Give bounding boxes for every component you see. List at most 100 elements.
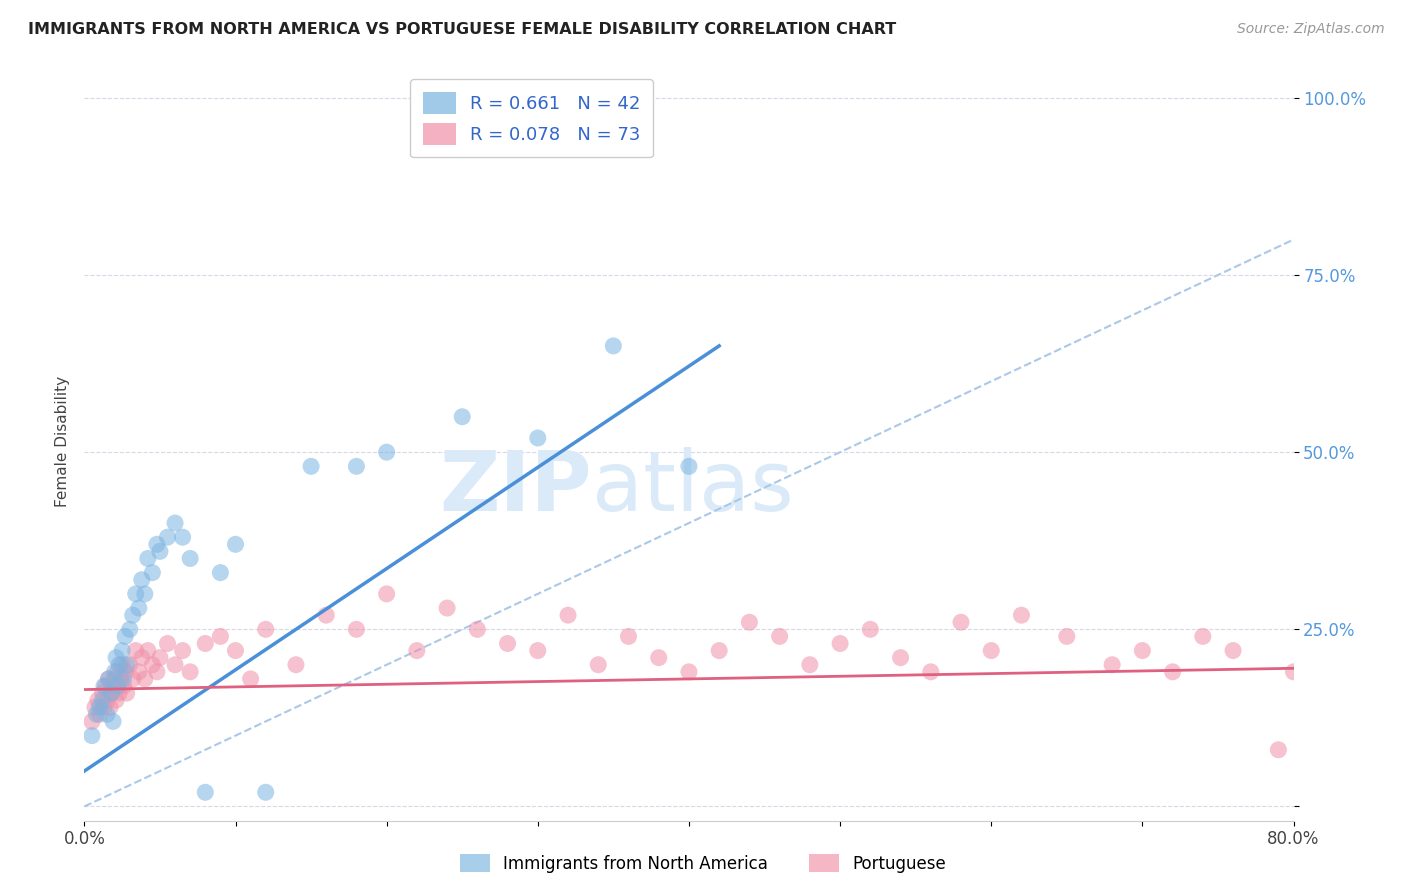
Point <box>86 707 108 722</box>
Point <box>1192 629 1215 643</box>
Point <box>285 657 308 672</box>
Point <box>118 623 141 637</box>
Point <box>1282 665 1305 679</box>
Point <box>149 544 172 558</box>
Point <box>346 459 368 474</box>
Point <box>104 672 127 686</box>
Point <box>172 643 194 657</box>
Point <box>172 530 194 544</box>
Point <box>112 679 135 693</box>
Point <box>179 665 201 679</box>
Point <box>165 516 187 530</box>
Point <box>950 615 973 630</box>
Point <box>225 537 247 551</box>
Point <box>920 665 942 679</box>
Point <box>98 700 121 714</box>
Point <box>769 629 792 643</box>
Point <box>527 643 550 657</box>
Point <box>648 650 671 665</box>
Point <box>111 643 134 657</box>
Point <box>375 445 398 459</box>
Legend: R = 0.661   N = 42, R = 0.078   N = 73: R = 0.661 N = 42, R = 0.078 N = 73 <box>411 79 652 157</box>
Text: Source: ZipAtlas.com: Source: ZipAtlas.com <box>1237 22 1385 37</box>
Point <box>89 707 111 722</box>
Point <box>108 686 131 700</box>
Point <box>80 714 103 729</box>
Point <box>104 665 127 679</box>
Y-axis label: Female Disability: Female Disability <box>55 376 70 508</box>
Point <box>451 409 474 424</box>
Point <box>136 551 159 566</box>
Text: IMMIGRANTS FROM NORTH AMERICA VS PORTUGUESE FEMALE DISABILITY CORRELATION CHART: IMMIGRANTS FROM NORTH AMERICA VS PORTUGU… <box>28 22 897 37</box>
Point <box>114 665 136 679</box>
Point <box>375 587 398 601</box>
Point <box>101 679 124 693</box>
Point <box>146 537 169 551</box>
Point <box>93 700 115 714</box>
Point <box>121 672 143 686</box>
Point <box>141 657 163 672</box>
Point <box>134 672 156 686</box>
Point <box>87 693 110 707</box>
Point <box>225 643 247 657</box>
Point <box>678 459 700 474</box>
Point <box>100 686 122 700</box>
Point <box>97 672 120 686</box>
Point <box>128 601 150 615</box>
Point <box>112 672 135 686</box>
Point <box>115 686 138 700</box>
Point <box>179 551 201 566</box>
Point <box>141 566 163 580</box>
Point <box>209 566 232 580</box>
Point <box>108 657 131 672</box>
Point <box>94 679 117 693</box>
Point <box>93 679 115 693</box>
Point <box>105 650 128 665</box>
Point <box>588 657 610 672</box>
Point <box>111 657 134 672</box>
Point <box>1267 743 1289 757</box>
Point <box>436 601 458 615</box>
Point <box>254 785 277 799</box>
Point <box>315 608 337 623</box>
Point <box>84 700 107 714</box>
Point <box>121 608 143 623</box>
Point <box>125 643 148 657</box>
Point <box>131 650 153 665</box>
Point <box>136 643 159 657</box>
Point <box>239 672 262 686</box>
Point <box>527 431 550 445</box>
Point <box>128 665 150 679</box>
Point <box>91 693 114 707</box>
Point <box>100 686 122 700</box>
Point <box>131 573 153 587</box>
Point <box>254 623 277 637</box>
Point <box>467 623 489 637</box>
Point <box>1056 629 1078 643</box>
Point <box>107 679 129 693</box>
Point <box>96 693 118 707</box>
Point <box>194 636 217 650</box>
Point <box>146 665 169 679</box>
Point <box>406 643 429 657</box>
Point <box>859 623 882 637</box>
Point <box>156 530 179 544</box>
Point <box>1011 608 1033 623</box>
Point <box>156 636 179 650</box>
Point <box>1161 665 1184 679</box>
Point <box>96 707 118 722</box>
Point <box>110 672 132 686</box>
Point <box>115 657 138 672</box>
Point <box>890 650 912 665</box>
Point <box>980 643 1002 657</box>
Point <box>617 629 640 643</box>
Point <box>114 629 136 643</box>
Legend: Immigrants from North America, Portuguese: Immigrants from North America, Portugues… <box>453 847 953 880</box>
Point <box>194 785 217 799</box>
Text: ZIP: ZIP <box>440 447 592 527</box>
Point <box>125 587 148 601</box>
Point <box>149 650 172 665</box>
Point <box>1101 657 1123 672</box>
Point <box>118 657 141 672</box>
Point <box>97 672 120 686</box>
